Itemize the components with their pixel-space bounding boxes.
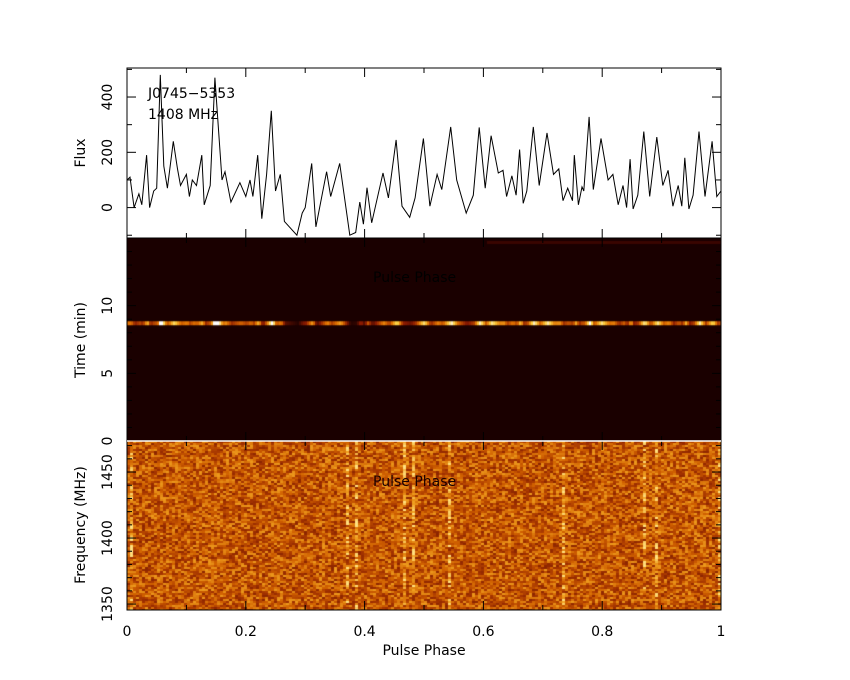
x-tick-label: 0.2 — [235, 624, 257, 640]
flux-profile-line — [126, 74, 722, 237]
y-tick-label: 10 — [100, 297, 116, 315]
y-tick-label: 1350 — [100, 586, 116, 622]
y-tick-label: 1450 — [100, 454, 116, 490]
y-tick-label: 400 — [100, 84, 116, 111]
time-axis-label: Time (min) — [73, 302, 89, 379]
y-tick-label: 200 — [100, 139, 116, 166]
time-panel-inner-label: Pulse Phase — [373, 270, 456, 286]
time-tick-label-0: 0 — [100, 437, 116, 446]
frequency-axis-label: Frequency (MHz) — [73, 466, 89, 584]
plot-frame — [126, 67, 722, 611]
x-tick-label: 0 — [123, 624, 132, 640]
y-tick-label: 5 — [100, 369, 116, 378]
freq-panel-inner-label: Pulse Phase — [373, 474, 456, 490]
axis-ticks — [126, 68, 722, 610]
y-tick-label: 1400 — [100, 520, 116, 556]
pulsar-name: J0745−5353 — [147, 86, 235, 102]
frequency-phase-heatmap — [127, 441, 721, 610]
time-phase-heatmap — [127, 238, 721, 441]
x-tick-label: 0.4 — [353, 624, 375, 640]
x-tick-labels: 0 0.2 0.4 0.6 0.8 1 — [123, 624, 726, 640]
y-tick-label: 0 — [100, 203, 116, 212]
x-tick-label: 1 — [717, 624, 726, 640]
x-axis-label: Pulse Phase — [382, 643, 465, 659]
x-tick-label: 0.6 — [472, 624, 494, 640]
y-tick-labels: 0 200 400 5 10 1350 1400 1450 — [100, 84, 116, 622]
observing-frequency: 1408 MHz — [148, 107, 218, 123]
flux-axis-label: Flux — [73, 138, 89, 167]
x-tick-label: 0.8 — [591, 624, 613, 640]
